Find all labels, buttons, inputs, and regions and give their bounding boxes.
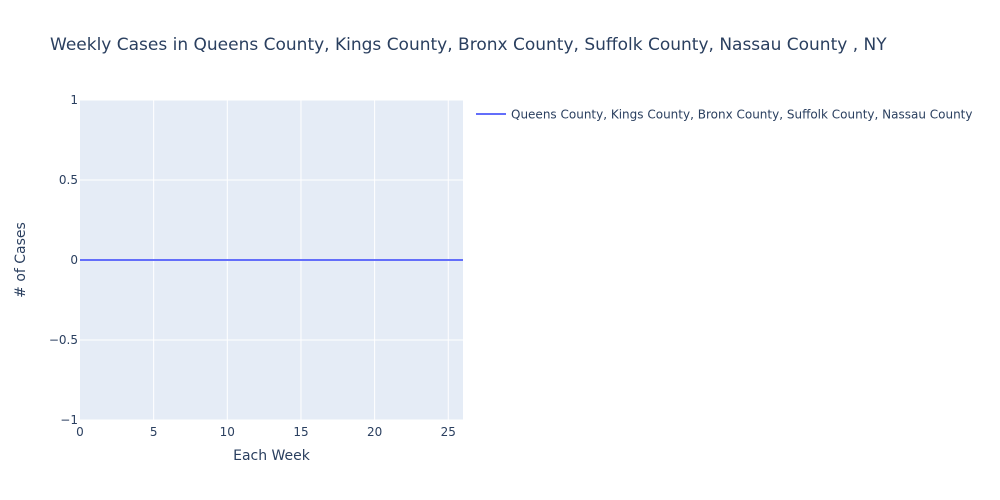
y-axis-title: # of Cases xyxy=(13,222,29,298)
y-tick-label: −0.5 xyxy=(49,333,78,347)
x-axis-title: Each Week xyxy=(233,448,311,464)
x-tick-label: 5 xyxy=(150,425,158,439)
x-tick-label: 25 xyxy=(441,425,456,439)
chart-title: Weekly Cases in Queens County, Kings Cou… xyxy=(50,35,887,55)
tick-labels: 0 5 10 15 20 25 1 0.5 0 −0.5 −1 xyxy=(49,93,456,439)
y-tick-label: 1 xyxy=(70,93,78,107)
legend-label[interactable]: Queens County, Kings County, Bronx Count… xyxy=(511,108,973,122)
x-tick-label: 10 xyxy=(220,425,235,439)
x-tick-label: 15 xyxy=(293,425,308,439)
y-tick-label: 0 xyxy=(70,253,78,267)
legend[interactable]: Queens County, Kings County, Bronx Count… xyxy=(476,108,973,122)
y-tick-label: −1 xyxy=(60,413,78,427)
x-tick-label: 20 xyxy=(367,425,382,439)
x-tick-label: 0 xyxy=(76,425,84,439)
y-tick-label: 0.5 xyxy=(59,173,78,187)
